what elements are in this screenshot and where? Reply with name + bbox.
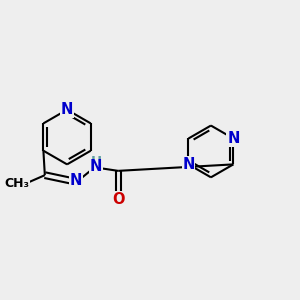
Text: O: O: [112, 192, 124, 207]
Text: N: N: [227, 131, 239, 146]
Text: N: N: [90, 159, 102, 174]
Text: H: H: [91, 155, 102, 168]
Text: N: N: [61, 102, 73, 117]
Text: N: N: [70, 173, 82, 188]
Text: CH₃: CH₃: [4, 177, 29, 190]
Text: N: N: [182, 157, 195, 172]
